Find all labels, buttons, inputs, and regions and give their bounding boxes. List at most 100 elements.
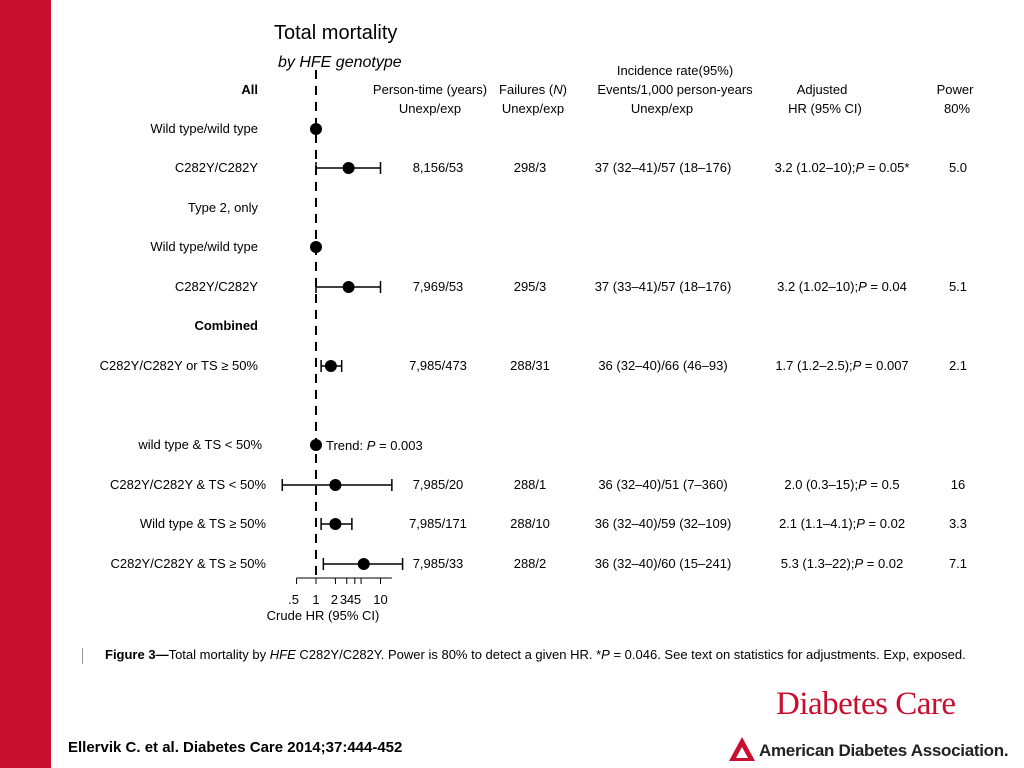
adjusted-hr-value: 3.2 (1.02–10);P = 0.05*: [775, 160, 910, 175]
power-value: 5.0: [949, 160, 967, 175]
incidence-value: 36 (32–40)/60 (15–241): [595, 556, 732, 571]
adjusted-hr-value: 2.0 (0.3–15);P = 0.5: [784, 477, 899, 492]
ada-name: American Diabetes Association.: [759, 741, 1009, 760]
power-value: 3.3: [949, 516, 967, 531]
hr-point: [310, 241, 322, 253]
header-incidence-3: Unexp/exp: [631, 101, 693, 116]
caption-italic-1: HFE: [269, 647, 296, 662]
caption-text-2: C282Y/C282Y. Power is 80% to detect a gi…: [295, 647, 602, 662]
adjusted-hr-value: 5.3 (1.3–22);P = 0.02: [781, 556, 904, 571]
adjusted-hr-value: 2.1 (1.1–4.1);P = 0.02: [779, 516, 905, 531]
hr-point: [324, 360, 337, 372]
table-row: Combined: [194, 318, 258, 333]
power-value: 5.1: [949, 279, 967, 294]
hr-point: [310, 123, 322, 135]
row-label: Combined: [194, 318, 258, 333]
failures-value: 288/1: [514, 477, 547, 492]
header-adjusted-1: Adjusted: [797, 82, 848, 97]
forest-marks: [281, 70, 404, 578]
row-label: All: [241, 82, 258, 97]
caption-figure-label: Figure 3—: [105, 647, 169, 662]
table-row: Wild type/wild type: [150, 121, 258, 136]
failures-value: 288/2: [514, 556, 547, 571]
header-person-time-2: Unexp/exp: [399, 101, 461, 116]
table-row: Type 2, only: [188, 200, 259, 215]
table-row: C282Y/C282Y & TS < 50% 7,985/20 288/1 36 (3…: [110, 477, 965, 492]
row-label: Wild type & TS ≥ 50%: [140, 516, 267, 531]
incidence-value: 37 (32–41)/57 (18–176): [595, 160, 732, 175]
x-tick-label: 10: [373, 592, 387, 607]
hr-point: [329, 518, 342, 530]
failures-value: 295/3: [514, 279, 547, 294]
header-failures-2: Unexp/exp: [502, 101, 564, 116]
ada-triangle-icon: [729, 737, 755, 761]
row-label: wild type & TS < 50%: [137, 437, 262, 452]
failures-value: 288/31: [510, 358, 550, 373]
power-value: 7.1: [949, 556, 967, 571]
failures-value: 288/10: [510, 516, 550, 531]
power-value: 2.1: [949, 358, 967, 373]
hr-point: [342, 281, 355, 293]
trend-annotation: Trend: P = 0.003: [326, 438, 423, 453]
x-tick-label: .5: [288, 592, 299, 607]
header-person-time-1: Person-time (years): [373, 82, 487, 97]
adjusted-hr-value: 1.7 (1.2–2.5);P = 0.007: [775, 358, 908, 373]
incidence-value: 36 (32–40)/66 (46–93): [598, 358, 727, 373]
failures-value: 298/3: [514, 160, 547, 175]
person-time-value: 7,969/53: [413, 279, 464, 294]
person-time-value: 8,156/53: [413, 160, 464, 175]
header-incidence-2: Events/1,000 person-years: [597, 82, 753, 97]
hr-point: [329, 479, 342, 491]
row-label: C282Y/C282Y & TS ≥ 50%: [110, 556, 266, 571]
table-row: C282Y/C282Y 7,969/53 295/3 37 (33–41)/57 (1…: [175, 279, 967, 294]
row-label: C282Y/C282Y & TS < 50%: [110, 477, 266, 492]
caption-italic-2: P: [601, 647, 610, 662]
incidence-value: 36 (32–40)/51 (7–360): [598, 477, 727, 492]
caption-divider: [82, 648, 83, 664]
person-time-value: 7,985/473: [409, 358, 467, 373]
row-label: Wild type/wild type: [150, 239, 258, 254]
table-row: Wild type & TS ≥ 50% 7,985/171 288/10 36 (3…: [140, 516, 967, 531]
chart-subtitle: by HFE genotype: [278, 54, 402, 71]
hr-point: [357, 558, 370, 570]
red-side-bar: [0, 0, 51, 768]
row-label: Type 2, only: [188, 200, 259, 215]
row-label: C282Y/C282Y or TS ≥ 50%: [100, 358, 259, 373]
caption-text-1: Total mortality by: [168, 647, 270, 662]
row-label: Wild type/wild type: [150, 121, 258, 136]
table-row: C282Y/C282Y or TS ≥ 50% 7,985/473 288/31 36…: [100, 358, 967, 373]
incidence-value: 37 (33–41)/57 (18–176): [595, 279, 732, 294]
table-row: C282Y/C282Y & TS ≥ 50% 7,985/33 288/2 36 (3…: [110, 556, 967, 571]
chart-title: Total mortality: [274, 22, 397, 44]
incidence-value: 36 (32–40)/59 (32–109): [595, 516, 732, 531]
header-failures-1: Failures (N): [499, 82, 567, 97]
adjusted-hr-value: 3.2 (1.02–10);P = 0.04: [777, 279, 907, 294]
header-incidence-1: Incidence rate(95%): [617, 63, 733, 78]
power-value: 16: [951, 477, 965, 492]
x-tick-label: 3: [340, 592, 347, 607]
table-row: wild type & TS < 50%: [137, 437, 262, 452]
table-rows: All Wild type/wild type C282Y/C282Y 8,156/5…: [100, 82, 967, 571]
person-time-value: 7,985/33: [413, 556, 464, 571]
table-row: Wild type/wild type: [150, 239, 258, 254]
x-axis: .5 1 2 3 4 5 10: [288, 577, 392, 607]
table-row: C282Y/C282Y 8,156/53 298/3 37 (32–41)/57 (1…: [175, 160, 967, 175]
hr-point: [310, 439, 322, 451]
person-time-value: 7,985/20: [413, 477, 464, 492]
forest-plot: Total mortality by HFE genotype Person-t…: [100, 22, 975, 623]
column-headers: Person-time (years) Unexp/exp Failures (…: [373, 63, 974, 116]
citation: Ellervik C. et al. Diabetes Care 2014;37…: [68, 739, 403, 756]
header-adjusted-2: HR (95% CI): [788, 101, 862, 116]
header-power-1: Power: [937, 82, 975, 97]
x-tick-label: 2: [331, 592, 338, 607]
hr-point: [342, 162, 355, 174]
header-power-2: 80%: [944, 101, 970, 116]
row-label: C282Y/C282Y: [175, 160, 258, 175]
x-axis-label: Crude HR (95% CI): [267, 608, 380, 623]
row-label: C282Y/C282Y: [175, 279, 258, 294]
journal-logo: Diabetes Care: [776, 686, 956, 722]
figure-caption: Figure 3—Total mortality by HFE C282Y/C2…: [105, 647, 966, 662]
x-tick-label: 1: [312, 592, 319, 607]
x-tick-label: 5: [354, 592, 361, 607]
caption-text-3: = 0.046. See text on statistics for adju…: [609, 647, 966, 662]
